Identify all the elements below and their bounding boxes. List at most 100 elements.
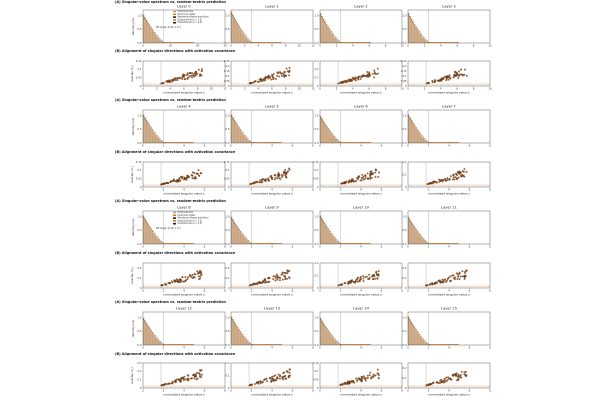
scatter-point bbox=[252, 283, 255, 285]
scatter-point bbox=[369, 176, 372, 179]
tick-label: 4 bbox=[271, 143, 273, 147]
scatter-point bbox=[256, 181, 259, 184]
panel-title: Layer 2 bbox=[354, 5, 367, 9]
scatter-point bbox=[187, 174, 190, 177]
histogram-bar bbox=[233, 119, 236, 144]
scatter-point bbox=[258, 181, 261, 184]
histogram-bar bbox=[230, 216, 233, 245]
axes-frame bbox=[142, 9, 226, 44]
tick-label: 4 bbox=[448, 187, 450, 191]
tick-label: 0.3 bbox=[137, 361, 141, 365]
tick-label: 1.0 bbox=[225, 13, 229, 17]
tick-label: 0.05 bbox=[313, 177, 319, 181]
scatter-point bbox=[454, 71, 457, 73]
histogram-bar bbox=[235, 122, 237, 144]
scatter-point bbox=[350, 181, 353, 183]
scatter-point bbox=[374, 168, 377, 171]
histogram-bar bbox=[422, 137, 425, 144]
tick-label: 4 bbox=[352, 86, 354, 90]
histogram-bar bbox=[160, 40, 162, 44]
scatter-point bbox=[283, 75, 286, 78]
histogram-bar bbox=[333, 236, 335, 245]
scatter-point bbox=[188, 72, 191, 75]
histogram-bar bbox=[322, 120, 325, 144]
histogram-bar bbox=[245, 339, 248, 346]
scatter-point bbox=[256, 80, 259, 83]
scatter-point bbox=[429, 383, 431, 386]
y-axis-label: density p(s) bbox=[131, 320, 135, 338]
scatter-point bbox=[270, 380, 273, 383]
tick-label: 0.05 bbox=[313, 378, 319, 382]
axes-frame bbox=[319, 109, 403, 144]
scatter-point bbox=[337, 284, 340, 287]
histogram-bar bbox=[422, 37, 425, 44]
axes-frame bbox=[407, 161, 491, 188]
scatter-point bbox=[191, 171, 194, 174]
scatter-point bbox=[284, 278, 287, 281]
outlier-tail bbox=[251, 42, 282, 43]
scatter-point bbox=[273, 178, 276, 181]
tick-label: 0.0 bbox=[137, 242, 141, 246]
tick-label: 8 bbox=[489, 388, 491, 392]
scatter-point bbox=[284, 377, 287, 380]
scatter-point bbox=[181, 75, 184, 77]
scatter-point bbox=[356, 278, 359, 281]
tick-label: 0 bbox=[407, 388, 409, 392]
tick-label: 8 bbox=[385, 43, 387, 47]
axes-frame bbox=[319, 362, 403, 389]
tick-label: 6 bbox=[381, 187, 383, 191]
tick-label: 0 bbox=[317, 286, 319, 290]
histogram-bar bbox=[325, 125, 328, 144]
histogram-bar bbox=[144, 117, 146, 144]
scatter-point bbox=[272, 275, 275, 278]
tick-label: 6 bbox=[469, 388, 471, 392]
scatter-point bbox=[449, 175, 452, 178]
histogram-bar bbox=[330, 132, 332, 144]
scatter-point bbox=[456, 278, 459, 280]
histogram-bar bbox=[328, 29, 331, 44]
scatter-point bbox=[280, 176, 283, 179]
histogram-bar bbox=[334, 137, 337, 144]
outlier-tail bbox=[163, 243, 194, 244]
scatter-point bbox=[288, 368, 291, 371]
scatter-point bbox=[200, 273, 203, 276]
tick-label: 0 bbox=[405, 286, 407, 290]
scatter-point bbox=[196, 270, 199, 273]
tick-label: 0.25 bbox=[224, 59, 230, 63]
scatter-point bbox=[361, 377, 364, 380]
tick-label: 2 bbox=[244, 86, 246, 90]
scatter-point bbox=[377, 176, 380, 178]
histogram-bar bbox=[416, 29, 419, 44]
axes-frame bbox=[407, 311, 491, 346]
tick-label: 0.5 bbox=[314, 127, 318, 131]
histogram-bar bbox=[239, 231, 242, 245]
histogram-bar bbox=[324, 223, 326, 245]
histogram-bar bbox=[419, 336, 422, 346]
scatter-point bbox=[259, 179, 261, 182]
scatter-point bbox=[279, 374, 282, 377]
scatter-point bbox=[432, 180, 435, 183]
scatter-point bbox=[182, 377, 185, 380]
scatter-point bbox=[372, 278, 375, 281]
legend-swatch bbox=[173, 13, 176, 16]
tick-label: 6 bbox=[456, 43, 458, 47]
block-title: (A) Singular-value spectrum vs. random-m… bbox=[115, 300, 227, 304]
tick-label: 12 bbox=[311, 86, 315, 90]
tick-label: 2 bbox=[244, 43, 246, 47]
scatter-point bbox=[200, 70, 203, 72]
scatter-point bbox=[252, 182, 254, 185]
y-axis-label: overlap O_i bbox=[130, 166, 134, 183]
scatter-point bbox=[275, 273, 278, 276]
scatter-point bbox=[179, 378, 182, 381]
scatter-point bbox=[347, 382, 350, 385]
scatter-point bbox=[273, 275, 276, 277]
tick-label: 4 bbox=[360, 388, 362, 392]
scatter-point bbox=[359, 379, 362, 381]
histogram-bar bbox=[142, 317, 145, 346]
scatter-point bbox=[276, 377, 278, 379]
legend-swatch bbox=[173, 222, 176, 225]
scatter-point bbox=[283, 271, 286, 274]
